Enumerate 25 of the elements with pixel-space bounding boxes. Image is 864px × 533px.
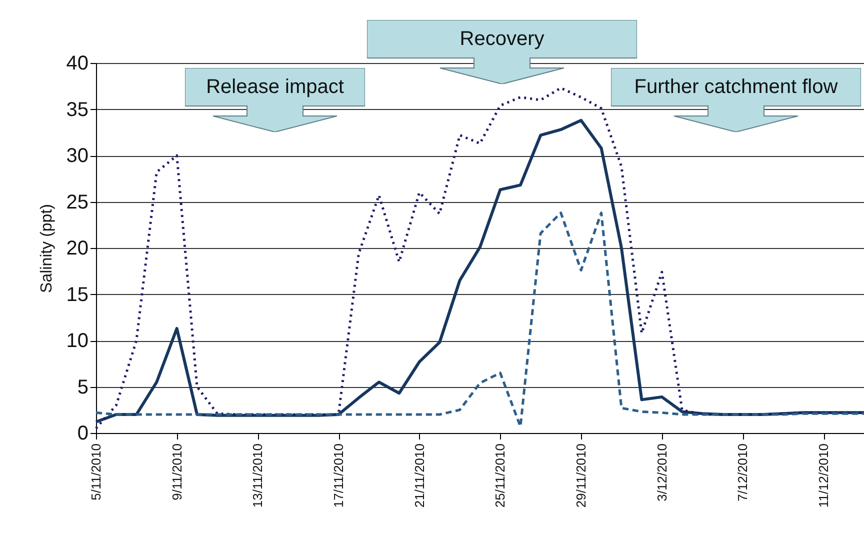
callout-arrow: Release impact [185,68,365,132]
y-tick-label: 35 [66,98,88,121]
y-tick-label: 5 [77,376,88,398]
x-tick-label: 5/11/2010 [88,444,104,500]
x-tick-label: 29/11/2010 [574,444,589,508]
y-tick-label: 15 [66,284,88,306]
y-tick-label: 0 [77,422,88,444]
y-tick-label: 20 [66,238,88,260]
x-tick-label: 11/12/2010 [816,444,832,508]
x-tick-label: 3/12/2010 [654,444,670,502]
y-axis-title: Salinity (ppt) [38,204,56,293]
x-tick-label: 9/11/2010 [169,444,184,500]
x-tick-label: 7/12/2010 [735,444,750,502]
y-tick-label: 30 [66,145,88,167]
y-tick-label: 10 [66,330,88,352]
line-series [94,212,864,428]
x-tick-label: 13/11/2010 [250,444,266,508]
callout-arrow: Recovery [367,20,637,84]
annotation: Release impact [205,75,345,100]
x-tick-label: 21/11/2010 [412,444,427,508]
callout-arrow: Further catchment flow [611,68,861,132]
y-tick-label: 25 [66,191,88,214]
y-tick-label: 40 [66,52,88,74]
x-tick-label: 17/11/2010 [331,444,346,508]
x-tick-label: 25/11/2010 [492,444,508,508]
